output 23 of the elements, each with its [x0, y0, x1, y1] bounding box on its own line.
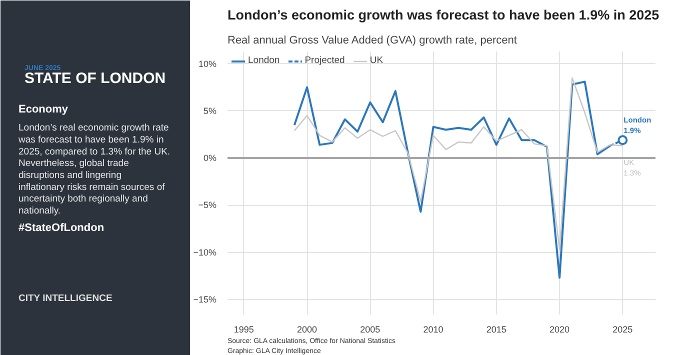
y-tick-label: 10%	[198, 58, 216, 69]
text: London’s real economic growth rate was forecast to have been 1.9% in 2025, compared to 1.3% for the UK. Nevertheless, global trade disruptions and lingering inflationary risks remain sources of uncertainty both regionally and nationally.	[18, 122, 170, 217]
y-tick-label: −15%	[193, 294, 217, 304]
chart-subtitle: Real annual Gross Value Added (GVA) growth rate, percent	[228, 34, 517, 46]
chart-title: London’s economic growth was forecast to have been 1.9% in 2025	[228, 8, 660, 22]
legend-label: UK	[370, 55, 384, 66]
legend-label: Projected	[304, 55, 345, 66]
text: STATE OF LONDON	[24, 70, 166, 88]
x-tick-label: 1995	[234, 324, 254, 334]
y-tick-label: 0%	[203, 153, 217, 164]
text: #StateOfLondon	[18, 222, 104, 234]
text: CITY INTELLIGENCE	[18, 293, 112, 304]
legend-label: London	[248, 55, 280, 66]
x-tick-label: 2010	[423, 324, 444, 334]
y-tick-label: 5%	[203, 106, 217, 116]
x-tick-label: 2015	[486, 324, 506, 334]
text: Economy	[18, 103, 69, 116]
y-tick-label: −10%	[193, 247, 217, 258]
x-tick-label: 2025	[612, 324, 633, 334]
x-tick-label: 2005	[360, 324, 380, 334]
x-tick-label: 2020	[550, 324, 570, 334]
x-tick-label: 2000	[297, 324, 318, 334]
y-tick-label: −5%	[198, 200, 216, 210]
